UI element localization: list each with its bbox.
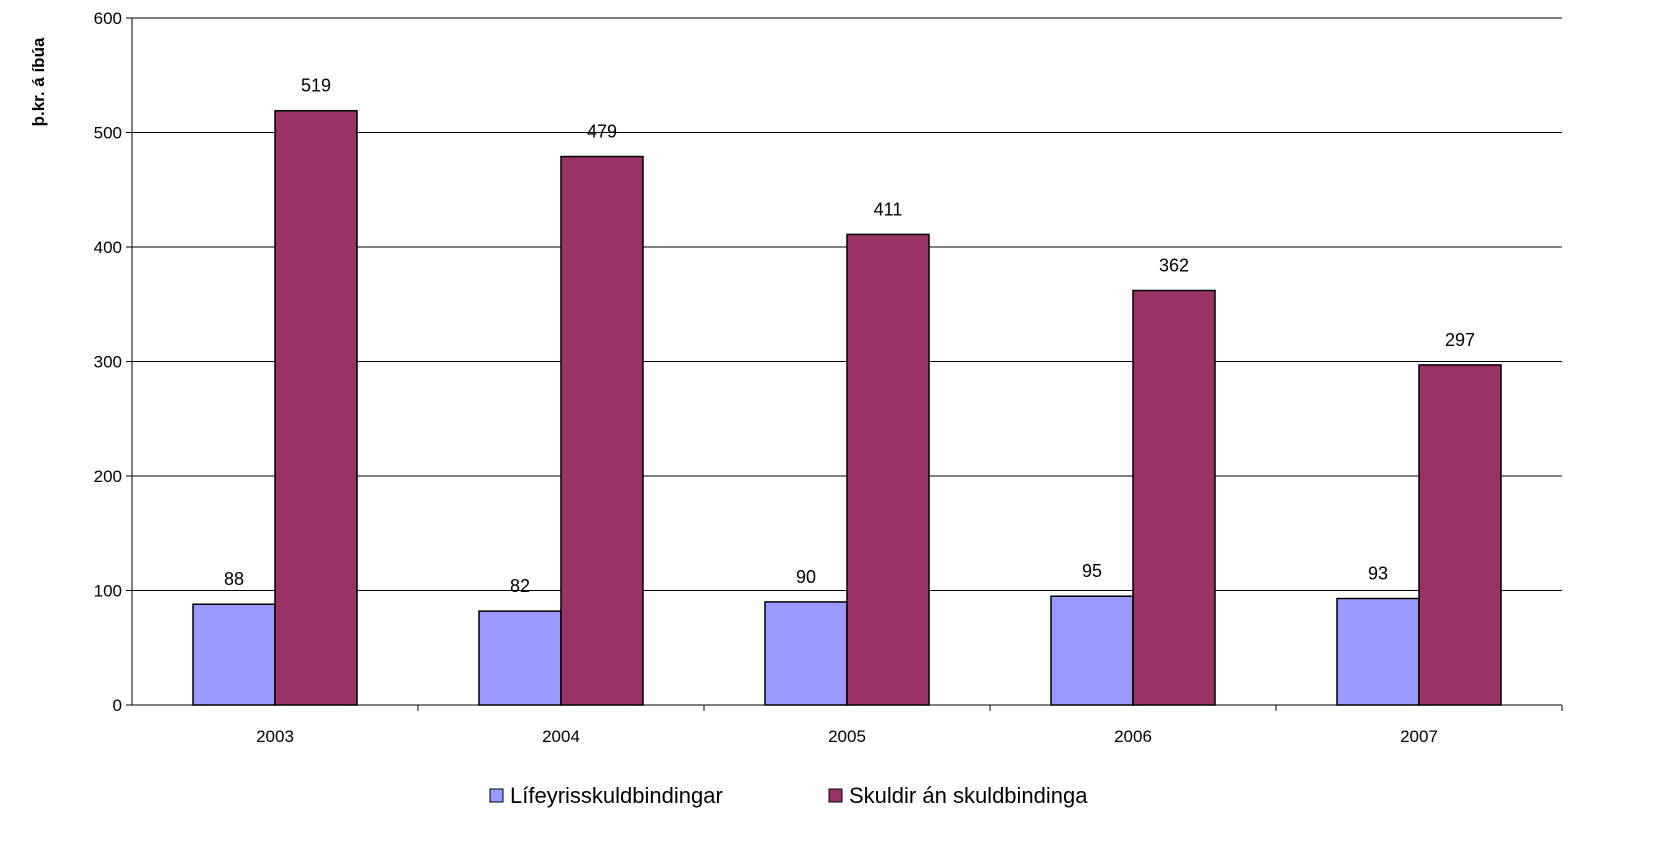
data-label: 411 xyxy=(874,199,903,219)
axes: 0 100 200 300 400 500 600 2003 2004 2005 2006 2007 xyxy=(94,9,1563,746)
data-label: 362 xyxy=(1159,256,1189,276)
y-tick-label: 100 xyxy=(94,582,122,601)
data-label: 297 xyxy=(1445,330,1475,350)
legend-swatch xyxy=(828,788,843,803)
bar-lifeyrisskuldbindingar-2005 xyxy=(764,601,848,706)
legend-item-2[interactable]: Skuldir án skuldbindinga xyxy=(828,783,1088,808)
legend-swatch xyxy=(489,788,504,803)
bar-lifeyrisskuldbindingar-2003 xyxy=(192,603,276,706)
legend-label: Lífeyrisskuldbindingar xyxy=(510,783,723,808)
y-tick-label: 300 xyxy=(94,353,122,372)
x-tick-label: 2004 xyxy=(542,727,580,746)
y-tick-label: 500 xyxy=(94,124,122,143)
legend-item-1[interactable]: Lífeyrisskuldbindingar xyxy=(489,783,723,808)
legend-label: Skuldir án skuldbindinga xyxy=(849,783,1088,808)
data-label: 88 xyxy=(224,569,244,589)
data-label: 93 xyxy=(1368,564,1388,584)
data-label: 90 xyxy=(796,567,816,587)
bar-lifeyrisskuldbindingar-2007 xyxy=(1336,597,1420,706)
y-tick-label: 0 xyxy=(113,696,122,715)
data-label: 82 xyxy=(510,576,530,596)
bar-skuldir-2005 xyxy=(846,233,930,706)
y-axis-title: þ.kr. á íbúa xyxy=(29,37,48,126)
y-tick-label: 200 xyxy=(94,467,122,486)
x-tick-label: 2007 xyxy=(1400,727,1438,746)
bars xyxy=(192,109,1502,706)
bar-skuldir-2007 xyxy=(1418,364,1502,706)
data-label: 479 xyxy=(587,122,617,142)
legend[interactable]: Lífeyrisskuldbindingar Skuldir án skuldbi… xyxy=(489,783,1088,808)
y-tick-label: 600 xyxy=(94,9,122,28)
data-labels: 88 519 82 479 90 411 95 362 93 297 xyxy=(224,76,1475,596)
bar-skuldir-2003 xyxy=(274,109,358,706)
data-label: 519 xyxy=(301,76,331,96)
x-tick-label: 2003 xyxy=(256,727,294,746)
bar-skuldir-2006 xyxy=(1132,289,1216,706)
y-tick-label: 400 xyxy=(94,238,122,257)
x-tick-label: 2006 xyxy=(1114,727,1152,746)
bar-lifeyrisskuldbindingar-2004 xyxy=(478,610,562,706)
bar-lifeyrisskuldbindingar-2006 xyxy=(1050,595,1134,706)
x-tick-label: 2005 xyxy=(828,727,866,746)
bar-skuldir-2004 xyxy=(560,155,644,706)
data-label: 95 xyxy=(1082,561,1102,581)
